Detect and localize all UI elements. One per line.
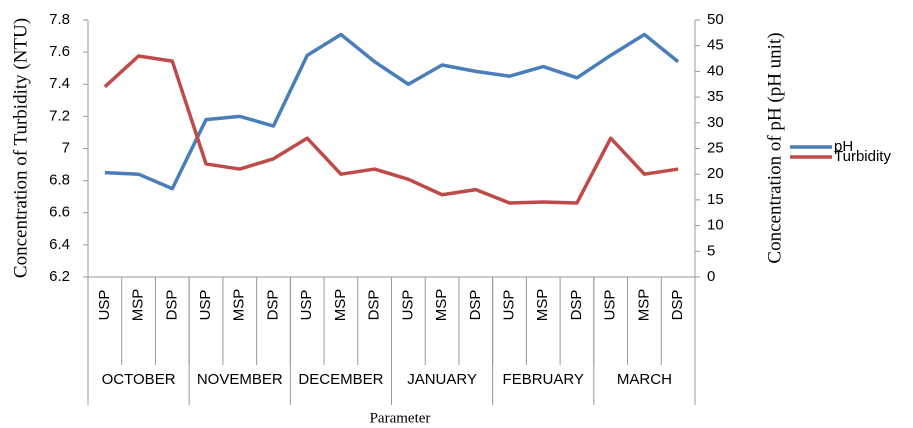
x-tick-label: USP: [500, 290, 517, 321]
x-tick-label: USP: [96, 290, 113, 321]
y-tick-label: 7.6: [49, 43, 70, 60]
x-tick-label: DSP: [467, 290, 484, 321]
y2-tick-label: 5: [707, 242, 715, 259]
group-label: MARCH: [617, 371, 672, 388]
y-tick-label: 7.4: [49, 75, 70, 92]
group-label: FEBRUARY: [503, 371, 584, 388]
y-tick-label: 6.6: [49, 204, 70, 221]
y-tick-label: 7: [62, 139, 70, 156]
x-tick-label: MSP: [534, 289, 551, 322]
y2-axis-title: Concentration of pH (pH unit): [764, 32, 785, 263]
y2-tick-label: 35: [707, 88, 724, 105]
y2-tick-label: 0: [707, 268, 715, 285]
x-tick-label: DSP: [163, 290, 180, 321]
x-tick-label: USP: [298, 290, 315, 321]
x-tick-label: USP: [399, 290, 416, 321]
y2-tick-label: 15: [707, 191, 724, 208]
x-tick-label: DSP: [366, 290, 383, 321]
y2-tick-label: 25: [707, 139, 724, 156]
group-label: OCTOBER: [102, 371, 176, 388]
y-tick-label: 6.4: [49, 236, 70, 253]
x-tick-label: USP: [197, 290, 214, 321]
y2-tick-label: 50: [707, 11, 724, 28]
y-tick-label: 7.2: [49, 107, 70, 124]
x-tick-label: MSP: [130, 289, 147, 322]
y-tick-label: 7.8: [49, 11, 70, 28]
y2-tick-label: 45: [707, 37, 724, 54]
x-tick-label: USP: [602, 290, 619, 321]
x-tick-label: MSP: [635, 289, 652, 322]
y-axis-title: Concentration of Turbidity (NTU): [10, 18, 31, 278]
group-label: JANUARY: [407, 371, 477, 388]
x-tick-label: DSP: [568, 290, 585, 321]
x-tick-label: MSP: [433, 289, 450, 322]
y2-tick-label: 20: [707, 165, 724, 182]
y-tick-label: 6.2: [49, 268, 70, 285]
x-tick-label: DSP: [264, 290, 281, 321]
group-label: NOVEMBER: [197, 371, 283, 388]
x-tick-label: MSP: [332, 289, 349, 322]
y2-tick-label: 30: [707, 114, 724, 131]
line-series: [104, 32, 680, 191]
x-tick-label: MSP: [231, 289, 248, 322]
x-tick-label: DSP: [669, 290, 686, 321]
y2-tick-label: 40: [707, 62, 724, 79]
group-label: DECEMBER: [298, 371, 383, 388]
legend-label: pH: [834, 138, 853, 155]
x-axis-title: Parameter: [370, 410, 431, 426]
y2-tick-label: 10: [707, 217, 724, 234]
line-series: [103, 54, 679, 205]
y-tick-label: 6.8: [49, 172, 70, 189]
legend-label: Turbidity: [834, 148, 891, 165]
